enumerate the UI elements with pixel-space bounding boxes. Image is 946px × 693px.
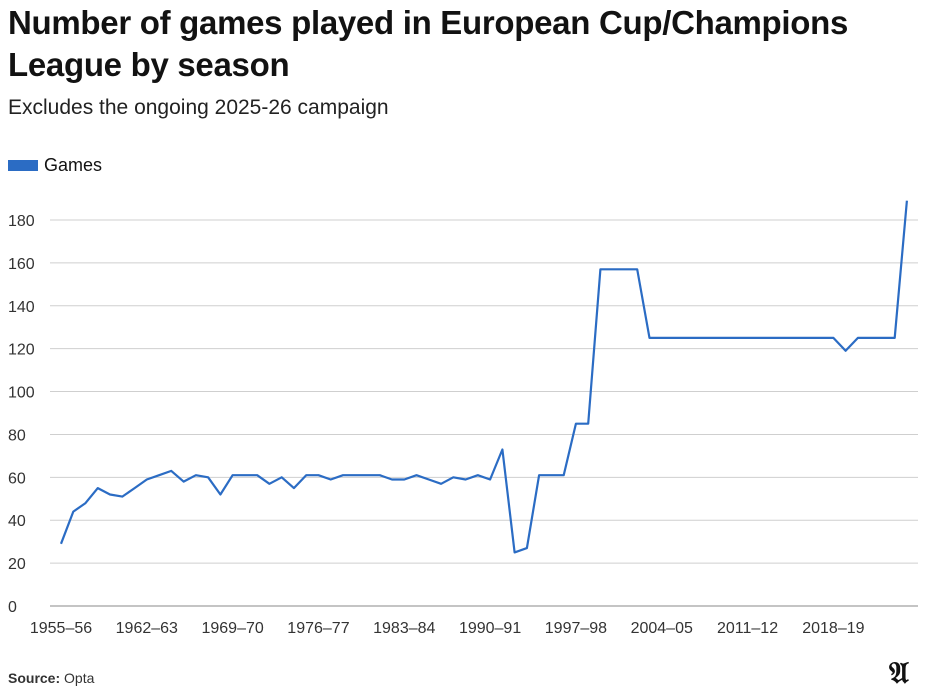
y-tick-label: 40 xyxy=(8,513,26,530)
chart-title: Number of games played in European Cup/C… xyxy=(8,4,849,83)
y-tick-label: 0 xyxy=(8,599,17,616)
source-value: Opta xyxy=(64,670,95,686)
x-tick-label: 2004–05 xyxy=(631,620,693,637)
y-tick-label: 60 xyxy=(8,470,26,487)
y-tick-label: 80 xyxy=(8,427,26,444)
x-tick-label: 1990–91 xyxy=(459,620,521,637)
y-tick-label: 20 xyxy=(8,556,26,573)
y-tick-label: 180 xyxy=(8,213,35,230)
x-tick-label: 2011–12 xyxy=(717,620,778,637)
x-tick-label: 1969–70 xyxy=(201,620,263,637)
x-tick-label: 1997–98 xyxy=(545,620,607,637)
x-tick-label: 2018–19 xyxy=(802,620,864,637)
y-tick-label: 120 xyxy=(8,342,35,359)
x-tick-label: 1976–77 xyxy=(287,620,349,637)
source-label: Source: xyxy=(8,670,61,686)
publisher-logo: 𝔄 xyxy=(889,656,909,691)
y-tick-label: 160 xyxy=(8,256,35,273)
x-tick-label: 1962–63 xyxy=(116,620,178,637)
x-tick-label: 1983–84 xyxy=(373,620,435,637)
legend-label: Games xyxy=(44,155,103,175)
chart-subtitle: Excludes the ongoing 2025-26 campaign xyxy=(8,96,389,119)
legend: Games xyxy=(8,155,102,176)
series-line-games xyxy=(59,200,908,554)
source-note: Source: Opta xyxy=(8,670,94,686)
legend-swatch xyxy=(8,160,38,171)
y-tick-label: 140 xyxy=(8,299,35,316)
x-tick-label: 1955–56 xyxy=(30,620,92,637)
y-tick-label: 100 xyxy=(8,385,35,402)
